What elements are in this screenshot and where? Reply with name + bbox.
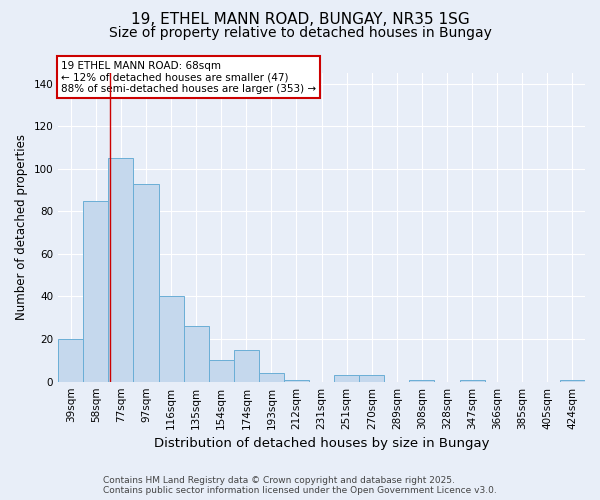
Bar — [58, 339, 83, 382]
Bar — [158, 296, 184, 382]
Bar — [133, 184, 158, 382]
Bar — [560, 380, 585, 382]
Y-axis label: Number of detached properties: Number of detached properties — [15, 134, 28, 320]
X-axis label: Distribution of detached houses by size in Bungay: Distribution of detached houses by size … — [154, 437, 490, 450]
Bar — [184, 326, 209, 382]
Bar — [409, 380, 434, 382]
Bar — [109, 158, 133, 382]
Text: Contains HM Land Registry data © Crown copyright and database right 2025.
Contai: Contains HM Land Registry data © Crown c… — [103, 476, 497, 495]
Text: 19 ETHEL MANN ROAD: 68sqm
← 12% of detached houses are smaller (47)
88% of semi-: 19 ETHEL MANN ROAD: 68sqm ← 12% of detac… — [61, 60, 316, 94]
Bar — [83, 200, 109, 382]
Bar — [209, 360, 234, 382]
Bar — [460, 380, 485, 382]
Bar — [359, 376, 385, 382]
Bar — [234, 350, 259, 382]
Bar — [334, 376, 359, 382]
Bar — [259, 373, 284, 382]
Bar — [284, 380, 309, 382]
Text: Size of property relative to detached houses in Bungay: Size of property relative to detached ho… — [109, 26, 491, 40]
Text: 19, ETHEL MANN ROAD, BUNGAY, NR35 1SG: 19, ETHEL MANN ROAD, BUNGAY, NR35 1SG — [131, 12, 469, 28]
